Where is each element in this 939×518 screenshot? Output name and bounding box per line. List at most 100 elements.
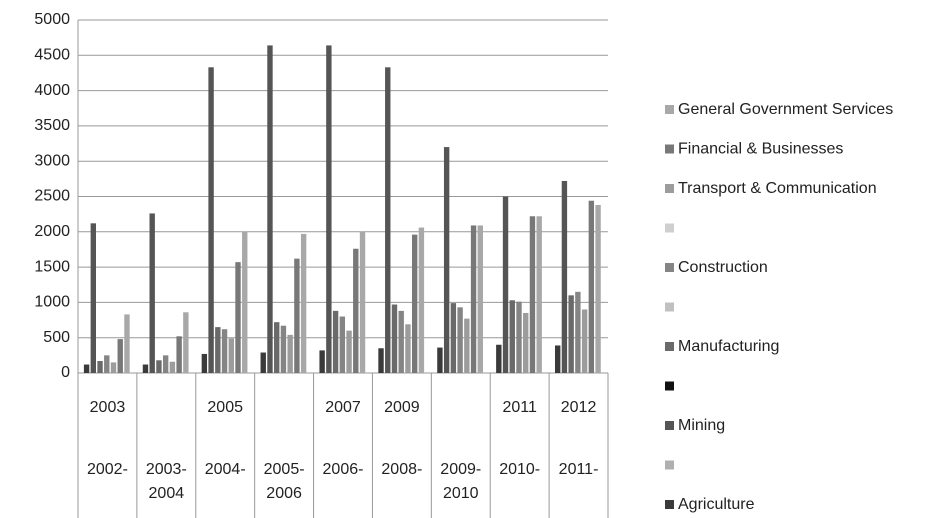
bar: [398, 310, 404, 373]
bar: [391, 304, 398, 373]
bar: [575, 291, 581, 373]
bar: [110, 362, 117, 373]
bar: [242, 231, 248, 373]
bar: [561, 180, 568, 373]
x-group-label: 2011-: [558, 461, 599, 478]
bar: [496, 344, 502, 373]
y-tick-label: 500: [43, 329, 70, 346]
legend-swatch: [665, 144, 674, 154]
y-tick-label: 4000: [34, 82, 70, 99]
bar: [287, 334, 293, 373]
bar: [502, 196, 509, 373]
y-tick-label: 4500: [34, 47, 70, 64]
bar: [142, 364, 149, 373]
legend-swatch: [665, 460, 674, 470]
legend-label: Agriculture: [678, 496, 755, 513]
bar: [274, 322, 280, 373]
bar: [443, 147, 450, 373]
x-group-label: 2010-: [499, 461, 541, 478]
legend-label: Manufacturing: [678, 338, 779, 355]
y-tick-label: 2000: [34, 223, 70, 240]
y-tick-label: 1000: [34, 294, 70, 311]
legend-swatch: [665, 263, 674, 272]
x-group-label: 2008-: [381, 461, 423, 478]
x-group-label: 2009-2010: [440, 461, 482, 502]
y-tick-label: 2500: [34, 188, 70, 205]
legend-label: Mining: [678, 417, 725, 434]
bar: [117, 339, 123, 373]
bar: [516, 301, 522, 373]
bar: [326, 45, 332, 373]
bar: [267, 45, 273, 373]
bar: [457, 307, 463, 373]
y-tick-label: 1500: [34, 258, 70, 275]
bar: [280, 325, 287, 373]
bar: [385, 67, 391, 373]
bar: [555, 345, 561, 373]
bar: [339, 316, 346, 373]
bar: [529, 216, 536, 373]
bar: [176, 336, 182, 373]
bar: [536, 216, 542, 373]
bar: [353, 248, 359, 373]
legend-label: General Government Services: [678, 101, 893, 118]
bar: [477, 225, 483, 373]
bar: [509, 300, 515, 373]
y-tick-label: 5000: [34, 11, 70, 28]
bar: [346, 330, 352, 373]
bar: [169, 361, 176, 373]
x-group-label: 2004-: [204, 461, 246, 478]
legend-label: Transport & Communication: [678, 180, 877, 197]
x-group-label: 2005-2006: [263, 461, 305, 502]
x-tick-label: 2007: [325, 399, 361, 416]
legend-swatch: [665, 500, 674, 509]
x-tick-label: 2012: [560, 399, 597, 416]
bar: [568, 295, 574, 373]
bar: [581, 309, 588, 373]
x-group-label: 2003-2004: [145, 461, 187, 502]
bar: [104, 355, 110, 373]
bar: [215, 327, 221, 373]
bar: [405, 324, 411, 373]
legend-swatch: [665, 184, 674, 193]
bar: [470, 225, 477, 373]
bar: [149, 213, 155, 373]
bar: [359, 231, 366, 373]
legend-swatch: [665, 381, 674, 391]
legend-label: Construction: [678, 259, 768, 276]
bar: [437, 347, 443, 373]
bar: [411, 234, 418, 373]
bar: [300, 233, 307, 373]
bar: [588, 200, 595, 373]
bar: [595, 204, 601, 373]
bar: [208, 67, 214, 373]
bar: [450, 303, 457, 373]
bar: [162, 355, 169, 373]
x-tick-label: 2011: [502, 399, 537, 416]
bar: [97, 360, 103, 373]
bar: [90, 223, 97, 373]
bar: [260, 352, 266, 373]
legend-swatch: [665, 105, 674, 114]
y-tick-label: 0: [61, 364, 70, 381]
x-tick-label: 2009: [384, 399, 420, 416]
bar: [319, 350, 325, 373]
bar: [83, 364, 90, 373]
x-tick-label: 2005: [207, 399, 243, 416]
legend-swatch: [665, 302, 674, 312]
bar: [332, 310, 339, 373]
y-tick-label: 3000: [34, 152, 70, 169]
bar: [235, 262, 241, 373]
bar: [156, 360, 162, 373]
legend-swatch: [665, 223, 674, 233]
legend-swatch: [665, 421, 674, 430]
bar: [523, 312, 529, 373]
x-group-label: 2002-: [86, 461, 128, 478]
bar: [221, 329, 228, 373]
bar: [378, 348, 384, 373]
x-group-label: 2006-: [322, 461, 364, 478]
bar: [464, 318, 470, 373]
legend-swatch: [665, 342, 674, 351]
